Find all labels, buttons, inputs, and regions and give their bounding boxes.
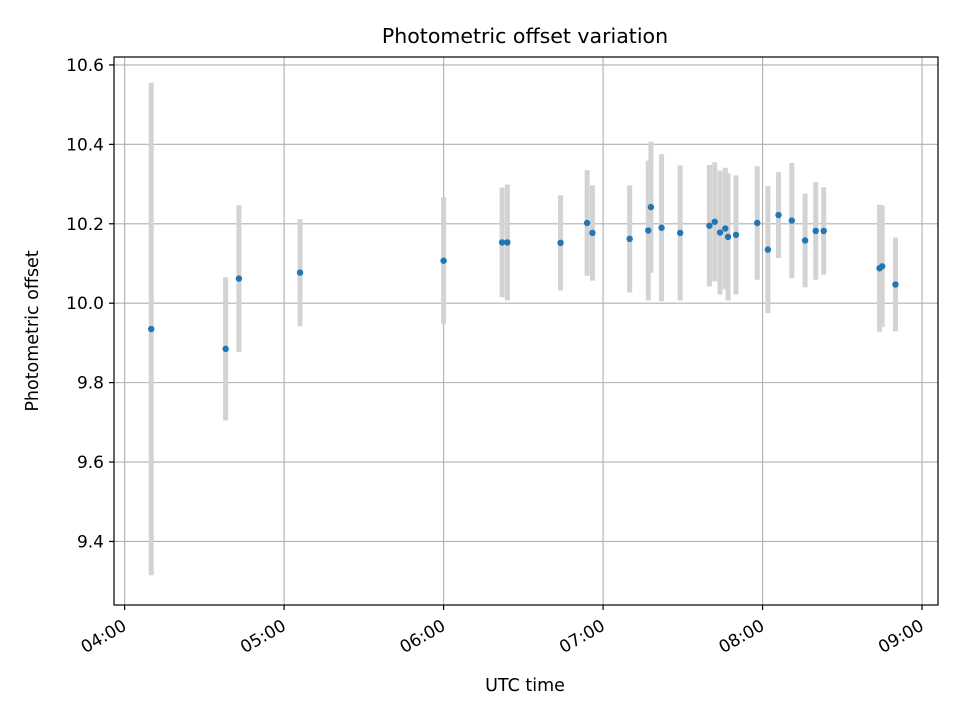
grid [114, 57, 938, 605]
y-tick-label: 9.4 [77, 532, 104, 552]
data-point [645, 227, 652, 234]
data-point [296, 269, 304, 276]
y-tick-label: 10.6 [66, 56, 104, 76]
plot-frame [113, 56, 939, 606]
data-point [801, 237, 809, 244]
data-point [676, 229, 684, 237]
data-point [626, 235, 633, 243]
data-point [722, 225, 729, 232]
plot-area [114, 57, 938, 605]
data-point [892, 281, 899, 288]
data-points [148, 203, 899, 353]
y-tick-label: 10.2 [66, 215, 104, 235]
data-point [706, 222, 713, 229]
data-point [788, 217, 796, 224]
data-point [716, 229, 724, 236]
axis-ticks: 04:00 05:00 06:00 07:00 08:00 09:009.49.69.81… [66, 56, 927, 658]
data-point [711, 218, 718, 225]
data-point [504, 239, 511, 246]
data-point [732, 231, 740, 239]
data-point [440, 257, 447, 264]
data-point [222, 345, 229, 353]
y-tick-label: 9.6 [77, 453, 104, 473]
data-point [148, 325, 155, 333]
chart-title: Photometric offset variation [382, 24, 668, 48]
data-point [775, 211, 782, 219]
data-point [589, 229, 596, 237]
data-point [658, 224, 665, 231]
data-point [235, 275, 243, 282]
data-point [647, 203, 655, 211]
data-point [724, 233, 732, 241]
data-point [878, 263, 886, 270]
data-point [583, 219, 591, 227]
data-point [764, 246, 772, 253]
y-tick-label: 10.0 [66, 294, 104, 314]
data-point [812, 227, 819, 235]
data-point [820, 227, 827, 235]
y-tick-label: 9.8 [77, 374, 104, 394]
x-axis-label: UTC time [485, 676, 565, 696]
y-tick-label: 10.4 [66, 135, 104, 155]
data-point [557, 239, 564, 247]
data-point [754, 219, 761, 227]
y-axis-label: Photometric offset [23, 250, 43, 411]
data-point [498, 239, 506, 246]
